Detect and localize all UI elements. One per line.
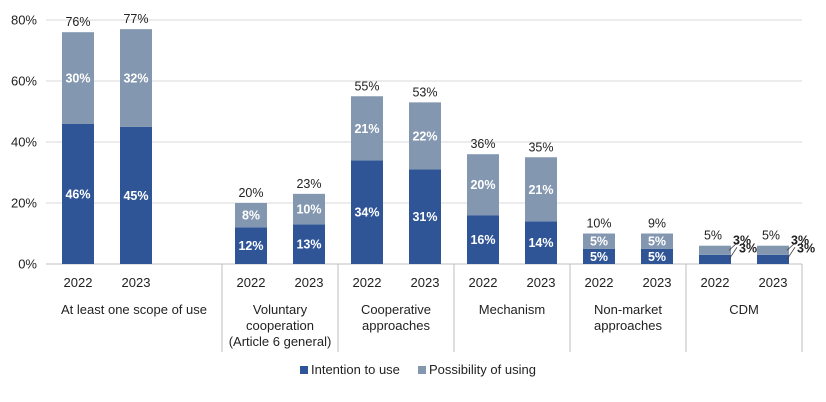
legend-label-intention: Intention to use: [311, 362, 400, 377]
total-label: 20%: [238, 186, 263, 200]
total-label: 10%: [586, 217, 611, 231]
bar-possibility: [62, 32, 94, 124]
total-label: 76%: [65, 15, 90, 29]
callout-leader: [728, 240, 740, 251]
value-label-possibility: 21%: [528, 183, 553, 197]
value-label-possibility: 32%: [123, 71, 148, 85]
x-tick-year: 2022: [585, 275, 614, 290]
value-label-possibility: 30%: [65, 71, 90, 85]
y-tick-label: 40%: [11, 135, 37, 150]
total-label: 53%: [412, 85, 437, 99]
bar-intention: [293, 224, 325, 264]
value-label-possibility: 8%: [242, 209, 260, 223]
bar-possibility: [235, 203, 267, 228]
bar-possibility: [293, 193, 325, 225]
x-tick-year: 2022: [353, 275, 382, 290]
bar-intention: [699, 254, 731, 264]
callout-leader: [786, 247, 796, 260]
value-label-possibility: 3%: [733, 233, 751, 247]
bar-possibility: [641, 233, 673, 249]
bar-intention: [583, 248, 615, 264]
value-label-intention: 34%: [354, 206, 379, 220]
bar-intention: [62, 123, 94, 264]
y-tick-label: 0%: [18, 257, 37, 272]
category-label: CDM: [729, 302, 759, 317]
x-tick-year: 2023: [122, 275, 151, 290]
x-tick-year: 2022: [701, 275, 730, 290]
legend-swatch-possibility: [418, 366, 426, 374]
bar-intention: [757, 254, 789, 264]
bar-possibility: [351, 96, 383, 161]
x-tick-year: 2022: [469, 275, 498, 290]
category-label: Voluntary cooperation (Article 6 general): [229, 302, 332, 349]
value-label-intention: 45%: [123, 189, 148, 203]
total-label: 36%: [470, 137, 495, 151]
callout-leader: [786, 240, 798, 251]
bar-intention: [351, 160, 383, 264]
value-label-intention: 3%: [797, 242, 815, 256]
value-label-possibility: 10%: [296, 203, 321, 217]
category-label: Cooperative approaches: [361, 302, 431, 333]
value-label-intention: 5%: [590, 250, 608, 264]
value-label-intention: 13%: [296, 238, 321, 252]
bar-intention: [525, 221, 557, 264]
category-label: Non-market approaches: [594, 302, 662, 333]
bar-intention: [235, 227, 267, 264]
callout-leader: [728, 247, 738, 260]
y-tick-label: 80%: [11, 13, 37, 28]
bar-possibility: [583, 233, 615, 249]
total-label: 5%: [704, 229, 722, 243]
value-label-intention: 14%: [528, 236, 553, 250]
value-label-intention: 12%: [238, 239, 263, 253]
value-label-possibility: 20%: [470, 178, 495, 192]
total-label: 23%: [296, 177, 321, 191]
x-tick-year: 2023: [527, 275, 556, 290]
x-tick-year: 2022: [64, 275, 93, 290]
x-tick-year: 2023: [643, 275, 672, 290]
bar-intention: [467, 215, 499, 264]
legend-swatch-intention: [300, 366, 308, 374]
value-label-possibility: 3%: [791, 233, 809, 247]
x-tick-year: 2023: [411, 275, 440, 290]
bar-possibility: [525, 157, 557, 222]
legend-label-possibility: Possibility of using: [429, 362, 536, 377]
x-tick-year: 2023: [295, 275, 324, 290]
bar-possibility: [699, 245, 731, 255]
value-label-possibility: 5%: [590, 235, 608, 249]
bar-possibility: [757, 245, 789, 255]
value-label-intention: 5%: [648, 250, 666, 264]
value-label-intention: 46%: [65, 187, 90, 201]
x-tick-year: 2023: [759, 275, 788, 290]
total-label: 5%: [762, 229, 780, 243]
bar-intention: [120, 126, 152, 264]
value-label-possibility: 21%: [354, 122, 379, 136]
value-label-intention: 3%: [739, 242, 757, 256]
y-tick-label: 60%: [11, 74, 37, 89]
total-label: 55%: [354, 79, 379, 93]
value-label-possibility: 22%: [412, 129, 437, 143]
total-label: 9%: [648, 217, 666, 231]
bar-possibility: [409, 102, 441, 170]
value-label-possibility: 5%: [648, 235, 666, 249]
category-label: At least one scope of use: [61, 302, 207, 317]
bar-intention: [409, 169, 441, 264]
bar-intention: [641, 248, 673, 264]
bar-possibility: [120, 29, 152, 127]
y-tick-label: 20%: [11, 196, 37, 211]
total-label: 77%: [123, 12, 148, 26]
bar-possibility: [467, 154, 499, 216]
value-label-intention: 16%: [470, 233, 495, 247]
category-label: Mechanism: [479, 302, 545, 317]
x-tick-year: 2022: [237, 275, 266, 290]
total-label: 35%: [528, 140, 553, 154]
value-label-intention: 31%: [412, 210, 437, 224]
